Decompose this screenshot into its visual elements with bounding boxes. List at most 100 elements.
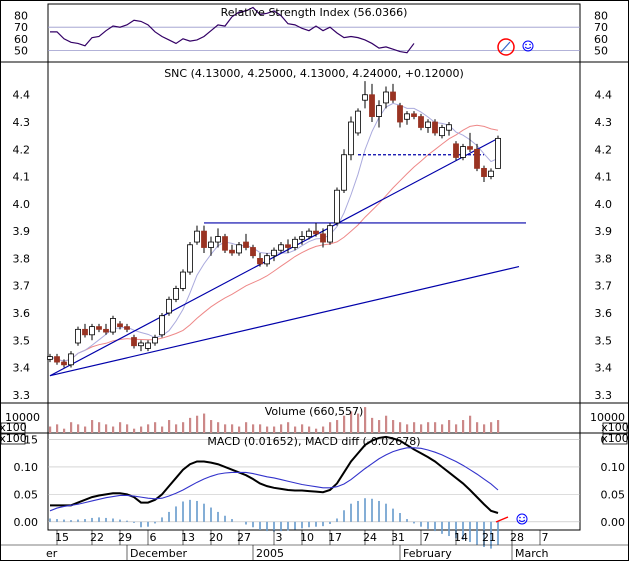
candle-body — [432, 121, 438, 134]
candle-body — [61, 361, 67, 366]
volume-bar — [371, 417, 374, 433]
candle-body — [397, 105, 403, 123]
x-day-label: 21 — [482, 531, 496, 544]
volume-bar — [441, 424, 444, 433]
volume-tick-label: 10000 — [5, 411, 40, 424]
candle-body — [215, 236, 221, 243]
candle-body — [75, 328, 81, 344]
volume-bar — [392, 420, 395, 433]
moving-average-slow — [49, 124, 499, 362]
volume-bar — [49, 426, 52, 433]
price-tick-label-right: 4.2 — [595, 143, 613, 156]
volume-bar — [217, 422, 220, 433]
price-tick-label: 4.1 — [13, 171, 31, 184]
volume-bar — [210, 420, 213, 433]
candle-body — [47, 356, 53, 360]
volume-bar — [413, 422, 416, 433]
rsi-tick-label-right: 60 — [594, 33, 608, 46]
price-tick-label-right: 4.1 — [595, 171, 613, 184]
candle-body — [411, 113, 417, 117]
volume-bar — [385, 415, 388, 433]
candle-body — [369, 94, 375, 117]
candle-body — [495, 137, 501, 169]
candle-body — [138, 342, 144, 347]
x-day-label: 14 — [454, 531, 468, 544]
volume-bar — [189, 417, 192, 433]
volume-bar — [140, 426, 143, 433]
macd-title: MACD (0.01652), MACD diff (-0.02678) — [207, 435, 420, 448]
volume-unit-label: x100 — [0, 421, 27, 434]
macd-tick-label-right: 0.05 — [601, 488, 626, 501]
volume-bar — [63, 428, 66, 433]
trend-line — [49, 266, 520, 377]
volume-bar — [329, 422, 332, 433]
candle-body — [222, 236, 228, 251]
macd-tick-label: 0.05 — [14, 488, 39, 501]
volume-bar — [399, 422, 402, 433]
x-day-label: 27 — [237, 531, 251, 544]
volume-bar — [336, 420, 339, 433]
volume-bar — [357, 413, 360, 433]
volume-bar — [105, 424, 108, 433]
price-tick-label: 3.3 — [13, 389, 31, 402]
candle-body — [208, 241, 214, 248]
price-tick-label-right: 3.8 — [595, 252, 613, 265]
candle-body — [117, 323, 123, 328]
macd-unit-box — [0, 433, 26, 445]
volume-bar — [203, 413, 206, 433]
volume-bar — [112, 426, 115, 433]
volume-bar — [182, 422, 185, 433]
candle-body — [145, 342, 151, 349]
rsi-arrow-mark — [500, 41, 511, 53]
volume-bar — [322, 426, 325, 433]
candle-body — [54, 356, 60, 363]
candle-body — [334, 189, 340, 224]
smiley-icon — [516, 513, 528, 525]
price-tick-label-right: 3.9 — [595, 225, 613, 238]
volume-bar — [434, 422, 437, 433]
smiley-icon — [522, 40, 534, 52]
macd-line — [50, 435, 499, 514]
volume-bar — [455, 424, 458, 433]
candle-body — [166, 298, 172, 314]
price-tick-label: 3.7 — [13, 280, 31, 293]
candle-body — [110, 318, 116, 333]
candle-body — [243, 241, 249, 248]
volume-bar — [490, 422, 493, 433]
x-day-label: 29 — [118, 531, 132, 544]
candle-body — [194, 230, 200, 243]
candle-body — [173, 288, 179, 300]
x-day-label: 22 — [90, 531, 104, 544]
candle-body — [103, 328, 109, 333]
candle-body — [446, 124, 452, 131]
candle-body — [152, 337, 158, 344]
volume-bar — [161, 426, 164, 433]
x-day-label: 28 — [510, 531, 524, 544]
x-day-label: 6 — [150, 531, 157, 544]
price-tick-label: 3.6 — [13, 307, 31, 320]
volume-bar — [294, 426, 297, 433]
volume-bar — [266, 426, 269, 433]
rsi-tick-label: 80 — [14, 10, 28, 23]
candle-body — [124, 326, 130, 330]
volume-bar — [77, 424, 80, 433]
candle-body — [187, 244, 193, 273]
price-tick-label: 4.0 — [13, 198, 31, 211]
volume-bar — [84, 426, 87, 433]
macd-unit-label-right: x100 — [601, 432, 629, 445]
rsi-tick-label: 70 — [14, 21, 28, 34]
candle-body — [313, 230, 319, 235]
price-title: SNC (4.13000, 4.25000, 4.13000, 4.24000,… — [164, 67, 464, 80]
volume-unit-box-right — [602, 422, 628, 434]
price-tick-label-right: 3.7 — [595, 280, 613, 293]
volume-bar — [238, 426, 241, 433]
x-day-label: 24 — [363, 531, 377, 544]
candle-body — [467, 146, 473, 150]
candle-body — [453, 143, 459, 158]
candle-body — [376, 105, 382, 117]
volume-unit-box — [0, 422, 26, 434]
volume-bar — [364, 407, 367, 433]
highlight-circle-icon — [497, 38, 515, 56]
